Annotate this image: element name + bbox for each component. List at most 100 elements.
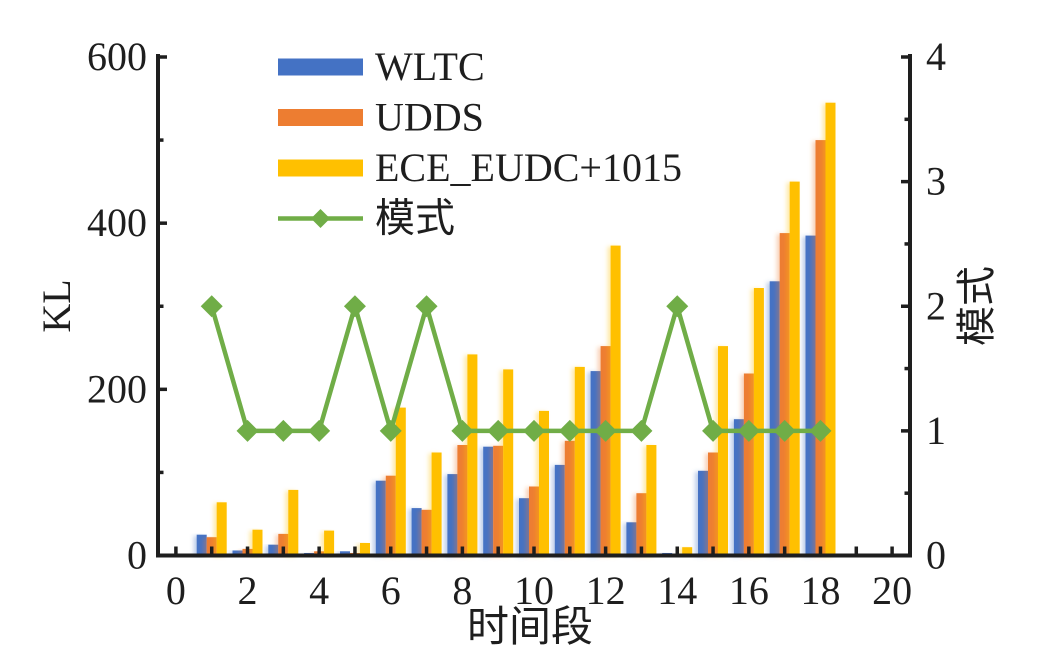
bar-wltc [232,550,243,556]
bar-udds [815,140,826,556]
bar-ece-eudc-1015 [431,452,442,556]
bar-ece-eudc-1015 [216,502,227,556]
bar-ece-eudc-1015 [646,445,657,556]
line-marker-diamond [737,419,760,442]
bar-wltc [698,470,708,556]
legend-swatch-wltc [278,58,363,76]
bar-series-udds [206,140,826,556]
x-tick-label: 2 [238,568,258,613]
legend-swatch-udds [278,109,363,126]
bar-wltc [196,534,207,556]
bar-wltc [268,544,279,556]
bar-wltc [411,508,422,556]
bars-layer [196,102,836,556]
y-right-tick-label: 2 [926,283,946,328]
x-tick-label: 20 [872,568,912,613]
bar-ece-eudc-1015 [753,288,764,556]
line-marker-diamond [308,419,331,442]
legend-item-ece-eudc-1015: ECE_EUDC+1015 [278,145,682,190]
bar-series-wltc [196,235,816,556]
bar-ece-eudc-1015 [252,529,263,556]
bar-ece-eudc-1015 [610,245,621,556]
y-left-tick-label: 600 [87,34,147,79]
line-marker-diamond [379,419,402,442]
ticks-layer [158,55,910,558]
line-series-mode [200,295,832,442]
y-left-tick-label: 400 [87,200,147,245]
legend-label-wltc: WLTC [375,44,485,89]
bar-udds [636,493,647,556]
bar-ece-eudc-1015 [288,489,299,556]
line-marker-diamond [487,419,510,442]
x-axis-title: 时间段 [467,605,593,651]
bar-ece-eudc-1015 [467,354,478,556]
bar-ece-eudc-1015 [574,366,585,556]
legend-label-mode: 模式 [375,196,455,241]
line-marker-diamond [415,295,438,318]
bar-udds [529,486,539,556]
bar-wltc [733,419,744,556]
x-tick-label: 6 [381,568,401,613]
line-marker-diamond [594,419,617,442]
legend-label-udds: UDDS [375,95,484,140]
x-tick-label: 14 [657,568,697,613]
bar-wltc [590,371,601,556]
bar-ece-eudc-1015 [360,543,370,556]
bar-wltc [447,474,458,556]
bar-udds [421,509,432,556]
y-right-axis-title: 模式 [954,266,999,346]
bar-udds [564,440,575,556]
bar-wltc [519,498,529,556]
bar-series-ece-eudc-1015 [216,102,836,556]
bar-udds [779,233,790,556]
x-tick-label: 8 [452,568,472,613]
line-marker-diamond [272,419,295,442]
x-tick-label: 4 [309,568,329,613]
bar-udds [206,537,217,556]
bar-wltc [375,480,386,556]
bar-ece-eudc-1015 [825,102,836,556]
line-marker-diamond [558,419,581,442]
bar-wltc [554,464,565,556]
legend-swatch-ece-eudc-1015 [278,159,363,177]
line-marker-diamond [630,419,653,442]
bar-udds [600,346,611,556]
bar-ece-eudc-1015 [395,407,406,556]
line-marker-diamond [809,419,832,442]
y-left-tick-label: 0 [127,533,147,578]
x-tick-label: 18 [800,568,840,613]
y-left-tick-label: 200 [87,366,147,411]
legend-diamond-icon [311,209,330,228]
y-right-tick-label: 0 [926,533,946,578]
y-right-tick-label: 4 [926,34,946,79]
bar-udds [493,445,504,556]
bar-ece-eudc-1015 [789,181,800,556]
line-marker-diamond [343,295,366,318]
bar-ece-eudc-1015 [324,530,335,556]
mode-line [209,304,821,434]
bar-wltc [805,235,816,556]
bar-udds [385,475,396,556]
bar-ece-eudc-1015 [503,369,514,556]
legend-item-mode: 模式 [278,196,455,241]
legend-label-ece-eudc-1015: ECE_EUDC+1015 [375,145,682,190]
bar-udds [743,373,754,556]
x-tick-label: 10 [514,568,554,613]
y-right-tick-label: 3 [926,159,946,204]
bar-udds [457,445,468,556]
line-marker-diamond [236,419,259,442]
bar-ece-eudc-1015 [682,547,693,556]
line-marker-diamond [200,295,223,318]
line-marker-diamond [666,295,689,318]
x-tick-label: 12 [586,568,626,613]
bar-udds [278,533,289,556]
line-marker-diamond [523,419,545,442]
bar-ece-eudc-1015 [718,346,728,556]
bar-ece-eudc-1015 [539,410,549,556]
line-marker-diamond [773,419,796,442]
x-tick-label: 0 [166,568,186,613]
x-tick-label: 16 [729,568,769,613]
line-marker-diamond [451,419,474,442]
